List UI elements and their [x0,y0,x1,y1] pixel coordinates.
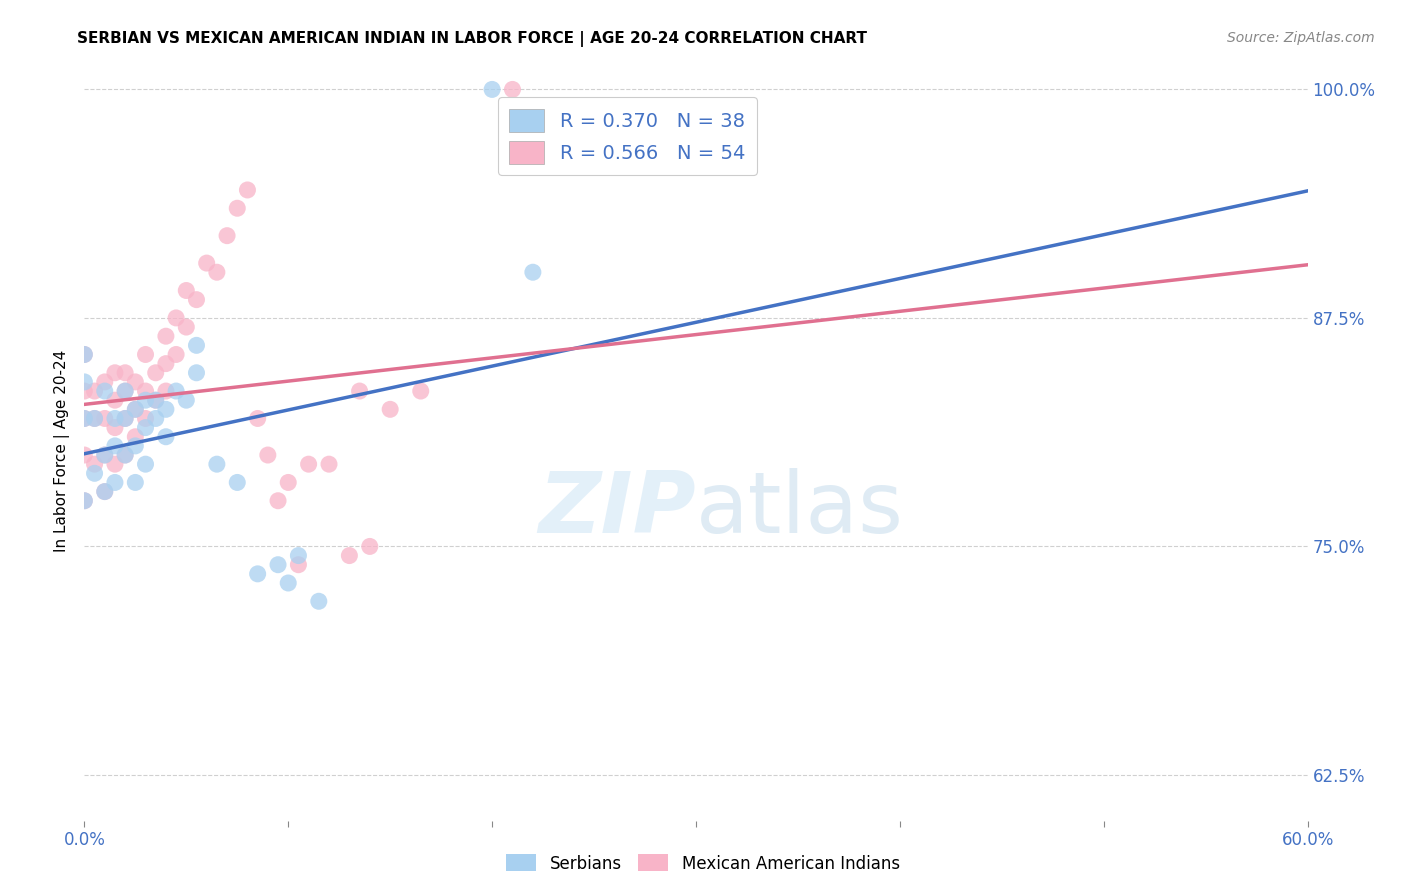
Point [114,384,136,398]
Point [145,411,167,425]
Point [205,265,228,279]
Point [73,375,96,389]
Point [114,448,136,462]
Point [155,329,177,343]
Point [165,384,187,398]
Point [277,576,299,591]
Point [246,411,269,425]
Point [481,82,503,96]
Point [174,284,197,298]
Point [349,384,371,398]
Text: ZIP: ZIP [538,468,696,551]
Text: SERBIAN VS MEXICAN AMERICAN INDIAN IN LABOR FORCE | AGE 20-24 CORRELATION CHART: SERBIAN VS MEXICAN AMERICAN INDIAN IN LA… [77,31,868,47]
Point [217,228,239,243]
Point [114,448,136,462]
Point [246,566,269,581]
Point [287,558,309,572]
Point [93,384,115,398]
Point [114,411,136,425]
Legend: Serbians, Mexican American Indians: Serbians, Mexican American Indians [499,847,907,880]
Point [277,475,299,490]
Point [339,549,361,563]
Point [104,366,127,380]
Point [73,347,96,361]
Point [155,402,177,417]
Point [114,384,136,398]
Point [93,484,115,499]
Point [135,393,157,408]
Point [93,448,115,462]
Point [195,256,218,270]
Point [145,393,167,408]
Point [135,384,157,398]
Legend: R = 0.370   N = 38, R = 0.566   N = 54: R = 0.370 N = 38, R = 0.566 N = 54 [498,97,756,176]
Point [145,393,167,408]
Point [298,457,321,471]
Point [155,430,177,444]
Point [236,183,259,197]
Point [522,265,544,279]
Point [93,411,115,425]
Y-axis label: In Labor Force | Age 20-24: In Labor Force | Age 20-24 [55,350,70,551]
Point [205,457,228,471]
Point [83,467,105,481]
Point [287,549,309,563]
Point [380,402,402,417]
Point [186,366,208,380]
Point [135,411,157,425]
Point [114,366,136,380]
Point [174,393,197,408]
Point [83,411,105,425]
Point [73,384,96,398]
Point [124,475,146,490]
Point [104,420,127,434]
Point [186,338,208,352]
Point [73,411,96,425]
Point [124,402,146,417]
Point [73,411,96,425]
Point [124,375,146,389]
Point [104,457,127,471]
Point [267,493,290,508]
Point [124,402,146,417]
Point [135,420,157,434]
Point [73,493,96,508]
Point [93,448,115,462]
Point [104,439,127,453]
Point [165,347,187,361]
Point [308,594,330,608]
Point [73,493,96,508]
Point [155,384,177,398]
Point [502,82,524,96]
Point [409,384,432,398]
Point [104,393,127,408]
Point [174,320,197,334]
Point [73,448,96,462]
Point [155,357,177,371]
Point [104,411,127,425]
Text: Source: ZipAtlas.com: Source: ZipAtlas.com [1227,31,1375,45]
Point [135,347,157,361]
Point [135,457,157,471]
Point [186,293,208,307]
Point [83,411,105,425]
Point [165,310,187,325]
Point [93,484,115,499]
Point [124,430,146,444]
Point [73,347,96,361]
Point [114,411,136,425]
Point [145,366,167,380]
Text: atlas: atlas [696,468,904,551]
Point [83,384,105,398]
Point [124,439,146,453]
Point [83,457,105,471]
Point [318,457,340,471]
Point [359,540,381,554]
Point [93,375,115,389]
Point [104,475,127,490]
Point [267,558,290,572]
Point [226,201,249,215]
Point [257,448,280,462]
Point [226,475,249,490]
